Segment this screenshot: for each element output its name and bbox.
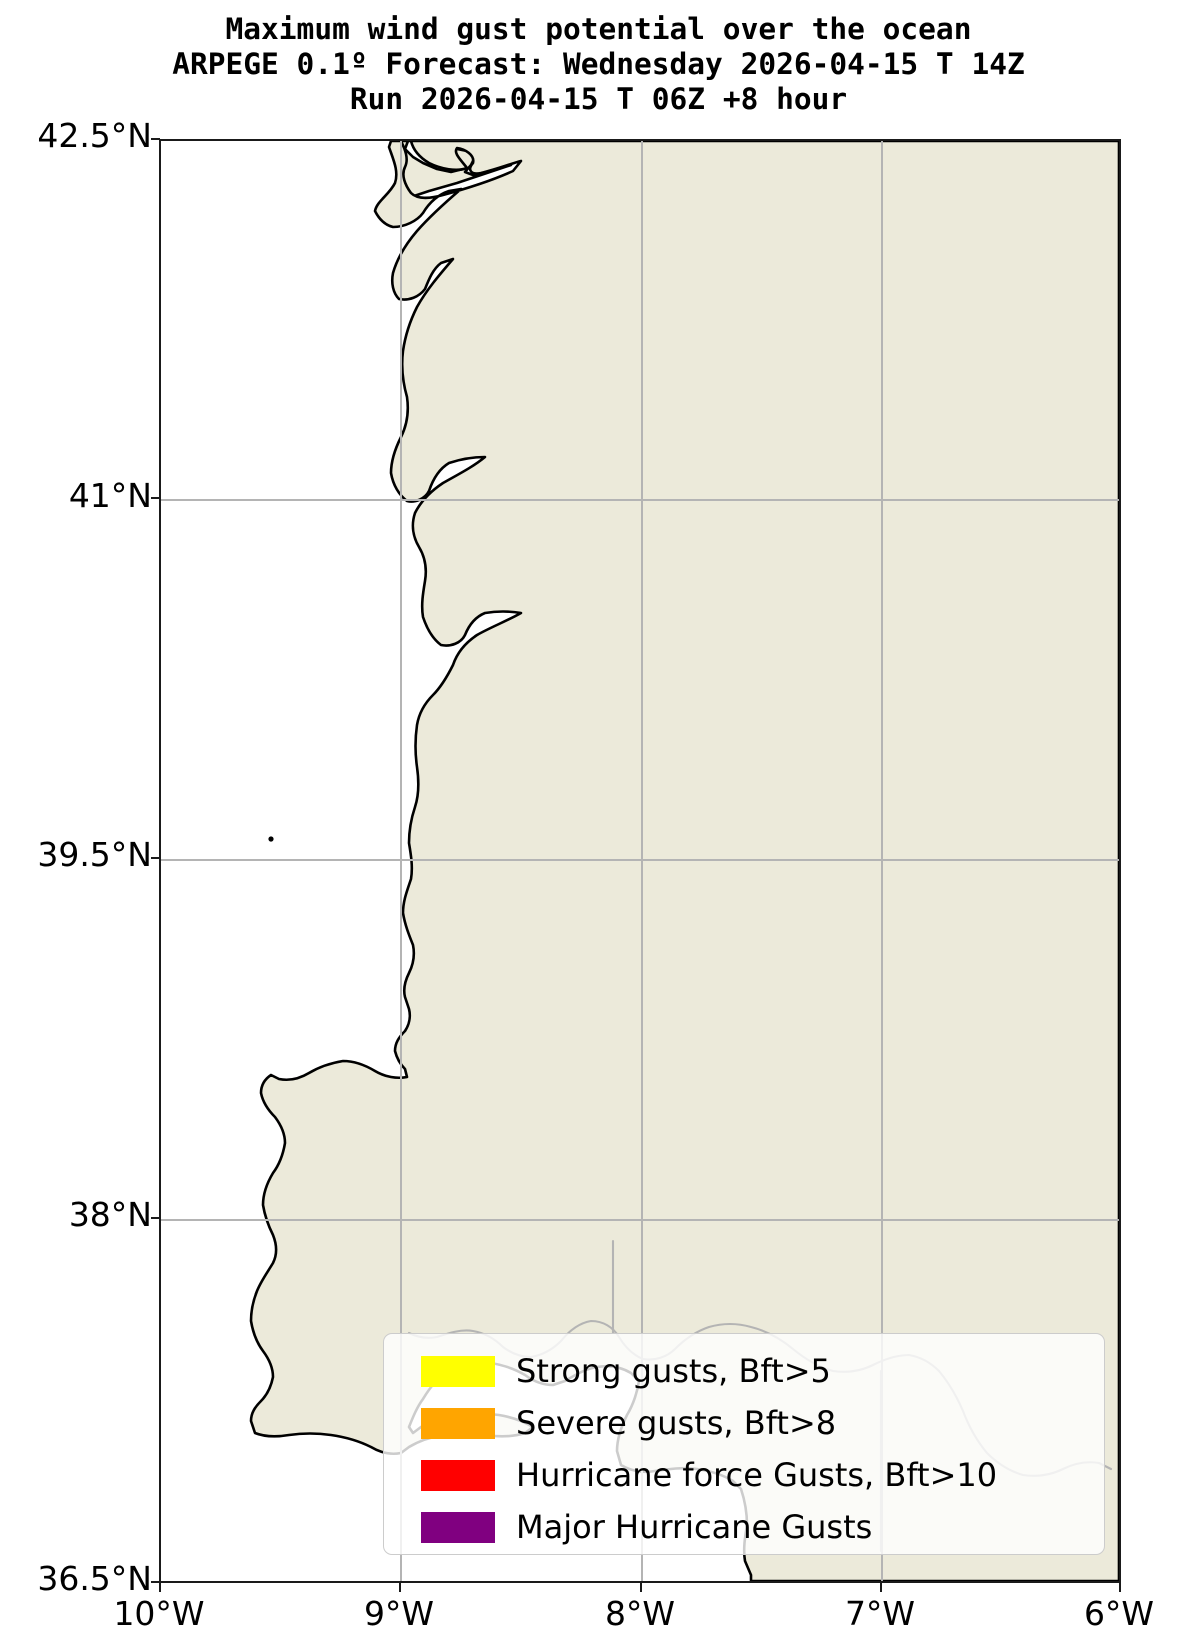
legend-item[interactable]: Hurricane force Gusts, Bft>10 bbox=[384, 1449, 1104, 1501]
gridline-lat-38 bbox=[161, 1219, 1119, 1221]
legend-label-strong-gusts: Strong gusts, Bft>5 bbox=[516, 1352, 831, 1390]
axis-label-lon-7w: 7°W bbox=[844, 1594, 916, 1633]
axis-label-lat-36-5: 36.5°N bbox=[37, 1559, 152, 1598]
legend-label-hurricane-force: Hurricane force Gusts, Bft>10 bbox=[516, 1456, 998, 1494]
legend-label-major-hurricane: Major Hurricane Gusts bbox=[516, 1508, 873, 1546]
gridline-lon-7w bbox=[881, 141, 883, 1581]
tick-lat-42-5 bbox=[151, 138, 160, 141]
gust-legend[interactable]: Strong gusts, Bft>5 Severe gusts, Bft>8 … bbox=[383, 1333, 1105, 1555]
legend-label-severe-gusts: Severe gusts, Bft>8 bbox=[516, 1404, 837, 1442]
gridline-lon-8w bbox=[641, 141, 643, 1581]
legend-swatch-hurricane-force bbox=[421, 1459, 495, 1491]
legend-swatch-major-hurricane bbox=[421, 1511, 495, 1543]
tick-lon-8w bbox=[640, 1583, 643, 1592]
axis-label-lon-6w: 6°W bbox=[1083, 1594, 1155, 1633]
chart-title-line-2: ARPEGE 0.1º Forecast: Wednesday 2026-04-… bbox=[172, 47, 1025, 81]
map-plot-area[interactable]: Strong gusts, Bft>5 Severe gusts, Bft>8 … bbox=[159, 139, 1121, 1583]
chart-title-line-3: Run 2026-04-15 T 06Z +8 hour bbox=[349, 82, 848, 116]
tick-lon-9w bbox=[399, 1583, 402, 1592]
legend-swatch-severe-gusts bbox=[421, 1407, 495, 1439]
axis-label-lon-10w: 10°W bbox=[113, 1594, 205, 1633]
offshore-island-marker bbox=[268, 836, 274, 842]
axis-label-lon-9w: 9°W bbox=[363, 1594, 435, 1633]
tick-lon-7w bbox=[880, 1583, 883, 1592]
chart-title-line-1: Maximum wind gust potential over the oce… bbox=[225, 12, 972, 46]
tick-lon-6w bbox=[1119, 1583, 1122, 1592]
gridline-lat-39-5 bbox=[161, 859, 1119, 861]
axis-label-lon-8w: 8°W bbox=[604, 1594, 676, 1633]
axis-label-lat-41: 41°N bbox=[68, 476, 152, 515]
axis-label-lat-38: 38°N bbox=[68, 1195, 152, 1234]
tick-lat-41 bbox=[151, 497, 160, 500]
legend-item[interactable]: Strong gusts, Bft>5 bbox=[384, 1345, 1104, 1397]
axis-label-lat-42-5: 42.5°N bbox=[37, 116, 152, 155]
axis-label-lat-39-5: 39.5°N bbox=[37, 835, 152, 874]
tick-lat-39-5 bbox=[151, 857, 160, 860]
tick-lat-36-5 bbox=[151, 1581, 160, 1584]
legend-item[interactable]: Major Hurricane Gusts bbox=[384, 1501, 1104, 1553]
gridline-lat-41 bbox=[161, 499, 1119, 501]
legend-item[interactable]: Severe gusts, Bft>8 bbox=[384, 1397, 1104, 1449]
tick-lon-10w bbox=[159, 1583, 162, 1592]
tick-lat-38 bbox=[151, 1217, 160, 1220]
legend-swatch-strong-gusts bbox=[421, 1355, 495, 1387]
chart-title-block: Maximum wind gust potential over the oce… bbox=[0, 12, 1197, 117]
gridline-lon-9w bbox=[400, 141, 402, 1581]
